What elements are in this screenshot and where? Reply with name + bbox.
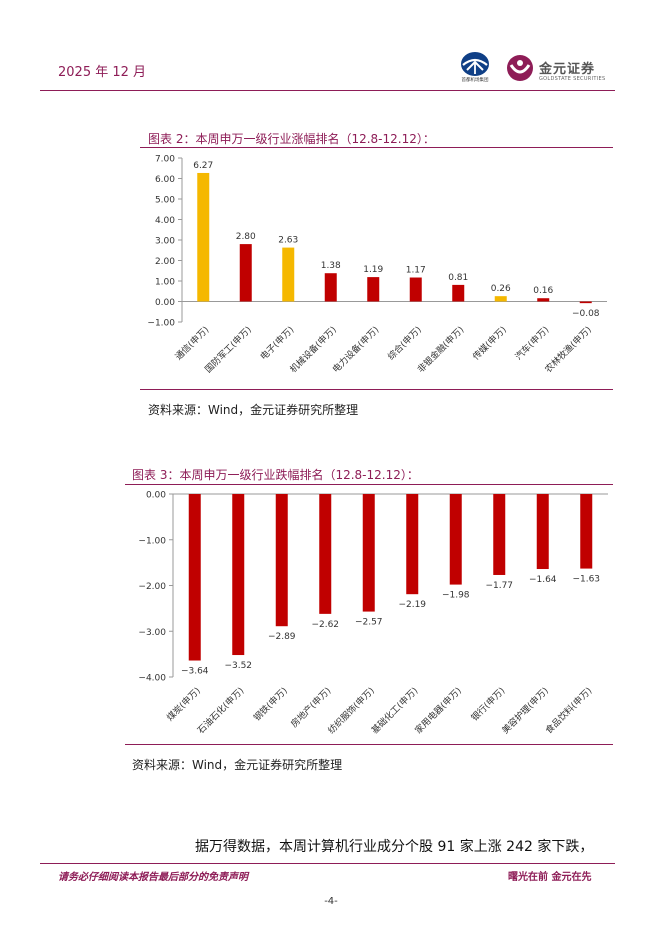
- bar-value-label: 1.38: [321, 261, 341, 271]
- bar-value-label: −2.19: [398, 600, 426, 610]
- y-tick-label: 0.00: [155, 298, 175, 308]
- gainers-bar-chart: 7.00 6.00 5.00 4.00 3.00 2.00 1.00 0.00 −1.00 6.2…: [147, 155, 607, 375]
- category-label: 基础化工(申万): [369, 685, 421, 737]
- category-label: 家用电器(申万): [412, 685, 464, 737]
- category-label: 美容护理(申万): [499, 685, 551, 737]
- bar-value-label: 0.26: [491, 284, 511, 294]
- bar: [406, 494, 419, 595]
- y-tick-label: 7.00: [155, 155, 175, 165]
- y-tick-label: 5.00: [155, 196, 175, 206]
- category-label: 综合(申万): [385, 324, 424, 363]
- figure-2-title: 图表 2：本周申万一级行业涨幅排名（12.8-12.12）：: [148, 132, 435, 146]
- figure-3-title: 图表 3：本周申万一级行业跌幅排名（12.8-12.12）：: [132, 468, 419, 482]
- bar: [537, 298, 550, 302]
- bar-value-label: 1.19: [363, 265, 383, 275]
- bar-value-label: −3.64: [181, 667, 209, 677]
- y-tick-label: 3.00: [155, 237, 175, 247]
- goldstate-logo-name: 金元证券: [539, 62, 596, 77]
- bar: [449, 494, 462, 585]
- bar: [362, 494, 375, 612]
- airport-group-logo-text: 首都机场集团: [461, 78, 489, 83]
- figure-2-bottom-rule: [140, 389, 613, 390]
- goldstate-logo-icon: [507, 55, 533, 81]
- y-tick-label: 0.00: [146, 491, 166, 501]
- bar: [324, 273, 337, 302]
- bar: [409, 277, 422, 302]
- bar-value-label: −2.57: [355, 618, 383, 628]
- bar-value-label: 2.80: [236, 232, 256, 242]
- report-date: 2025 年 12 月: [58, 65, 147, 80]
- bar: [282, 247, 295, 302]
- bar-value-label: 6.27: [193, 161, 213, 171]
- bar-value-label: 2.63: [278, 236, 298, 246]
- bar: [494, 296, 507, 302]
- bar-value-label: −0.08: [572, 309, 600, 319]
- bar: [452, 284, 465, 302]
- goldstate-logo-en: GOLDSTATE SECURITIES: [539, 76, 606, 82]
- figure-3-source: 资料来源：Wind，金元证券研究所整理: [132, 758, 343, 772]
- bar: [319, 494, 332, 614]
- category-label: 房地产(申万): [288, 685, 333, 730]
- category-label: 煤炭(申万): [164, 685, 203, 724]
- bar: [239, 244, 252, 302]
- y-tick-label: 1.00: [155, 278, 175, 288]
- bar-value-label: −1.63: [572, 575, 600, 585]
- figure-3-top-rule: [125, 484, 613, 485]
- category-label: 食品饮料(申万): [543, 685, 595, 737]
- y-tick-label: −1.00: [138, 536, 166, 546]
- bar-value-label: −1.98: [442, 591, 470, 601]
- category-label: 电子(申万): [257, 324, 296, 363]
- losers-bar-chart: 0.00 −1.00 −2.00 −3.00 −4.00 −3.64 煤炭(申万) −3.52…: [138, 491, 608, 737]
- category-label: 通信(申万): [172, 324, 211, 363]
- bar: [188, 494, 201, 661]
- category-label: 钢铁(申万): [251, 685, 290, 724]
- figure-2-top-rule: [140, 147, 613, 148]
- footer-divider: [40, 863, 615, 864]
- bar: [275, 494, 288, 627]
- bar: [536, 494, 549, 570]
- category-label: 汽车(申万): [512, 324, 551, 363]
- bar-value-label: −2.89: [268, 632, 296, 642]
- bar: [579, 301, 592, 304]
- figure-3-bottom-rule: [125, 744, 613, 745]
- footer-slogan: 曙光在前 金元在先: [508, 872, 592, 883]
- bar-value-label: −1.64: [529, 575, 557, 585]
- category-label: 传媒(申万): [470, 324, 509, 363]
- header-divider: [40, 90, 615, 91]
- y-tick-label: −4.00: [138, 674, 166, 684]
- bar: [367, 277, 380, 302]
- category-label: 纺织服饰(申万): [325, 685, 377, 737]
- bar: [580, 494, 593, 569]
- category-label: 银行(申万): [468, 685, 507, 724]
- bar-value-label: −3.52: [224, 661, 252, 671]
- figure-2-source: 资料来源：Wind，金元证券研究所整理: [148, 403, 359, 417]
- y-tick-label: −2.00: [138, 582, 166, 592]
- bar-value-label: 1.17: [406, 266, 426, 276]
- page-number: -4-: [324, 896, 338, 907]
- bar: [493, 494, 506, 575]
- y-tick-label: −3.00: [138, 628, 166, 638]
- bar: [197, 172, 210, 302]
- y-tick-label: 4.00: [155, 216, 175, 226]
- body-paragraph: 据万得数据，本周计算机行业成分个股 91 家上涨 242 家下跌，: [195, 839, 594, 855]
- bar-value-label: −2.62: [311, 620, 339, 630]
- bar-value-label: 0.16: [533, 286, 553, 296]
- footer-disclaimer: 请务必仔细阅读本报告最后部分的免责声明: [58, 872, 248, 883]
- bar: [232, 494, 245, 656]
- bar-value-label: −1.77: [485, 581, 513, 591]
- y-tick-label: 2.00: [155, 257, 175, 267]
- category-label: 石油石化(申万): [195, 685, 247, 737]
- y-tick-label: −1.00: [147, 319, 175, 329]
- bar-value-label: 0.81: [448, 273, 468, 283]
- airport-group-logo: [461, 52, 489, 76]
- y-tick-label: 6.00: [155, 175, 175, 185]
